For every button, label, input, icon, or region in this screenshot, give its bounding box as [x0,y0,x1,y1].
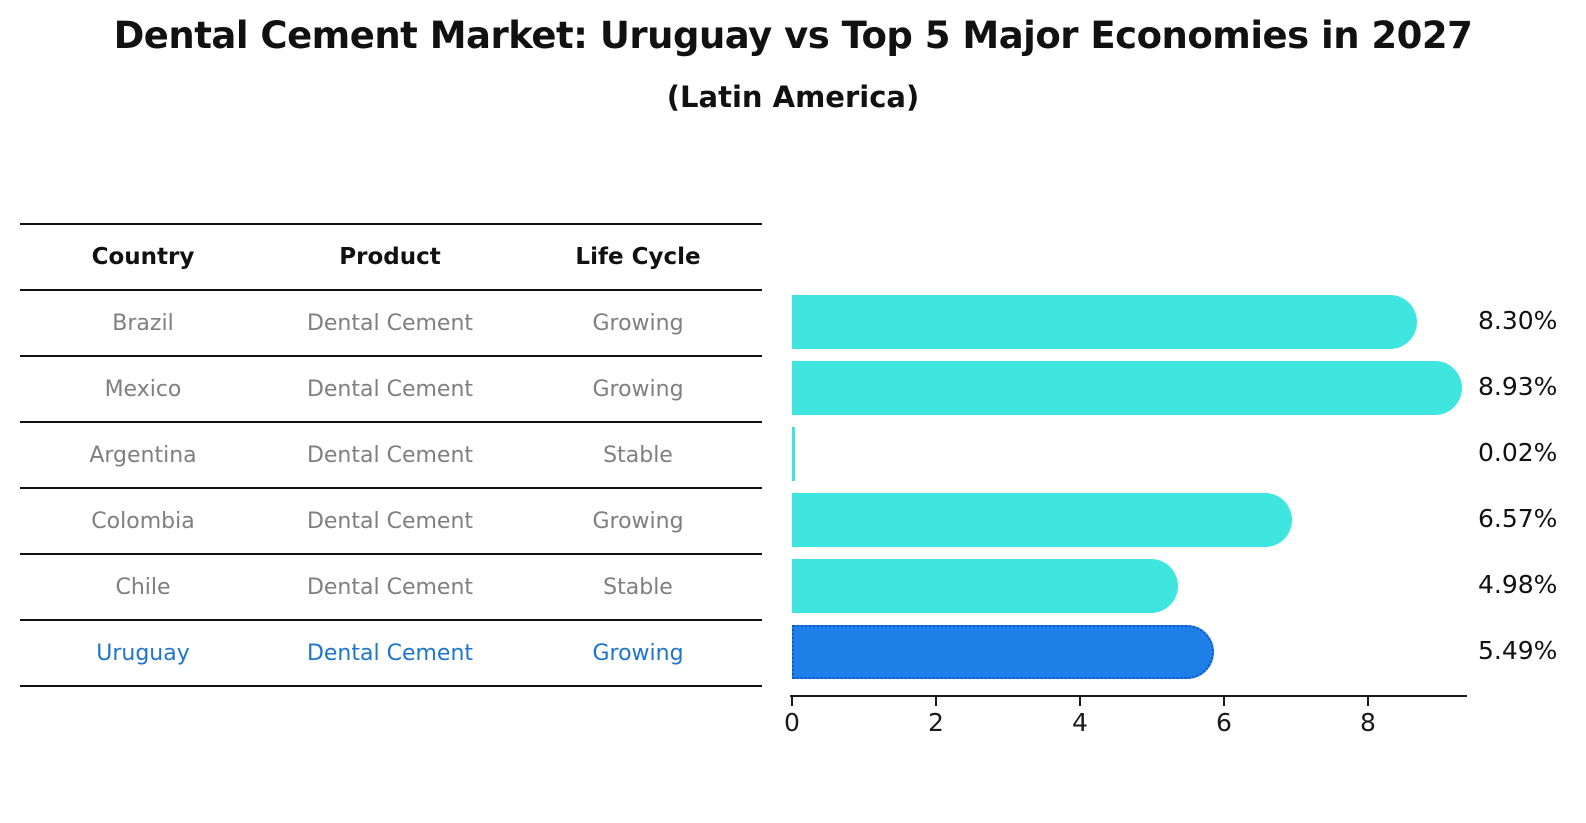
table-cell-product: Dental Cement [306,640,474,666]
table-cell-product: Dental Cement [306,376,474,402]
x-axis-tick-label-8: 8 [1360,708,1376,737]
table-row-uruguay: Uruguay Dental Cement Growing [20,621,762,687]
x-axis-line [790,695,1467,697]
country-info-table: Country Product Life Cycle Brazil Dental Cem… [20,223,762,687]
table-cell-product: Dental Cement [306,310,474,336]
table-cell-life-cycle: Growing [592,310,684,336]
bar-chile [792,559,1178,613]
table-cell-life-cycle: Growing [592,376,684,402]
bar-colombia [792,493,1293,547]
x-axis-tick-0 [791,697,793,706]
table-cell-product: Dental Cement [306,442,474,468]
table-cell-country: Chile [115,574,171,600]
bar-value-label-chile: 4.98% [1478,570,1558,599]
bar-value-label-uruguay: 5.49% [1478,636,1558,665]
table-row-colombia: Colombia Dental Cement Growing [20,489,762,555]
table-cell-life-cycle: Stable [603,574,673,600]
table-cell-life-cycle: Growing [592,508,684,534]
table-cell-country: Mexico [104,376,182,402]
table-cell-life-cycle: Stable [603,442,673,468]
bar-value-label-argentina: 0.02% [1478,438,1558,467]
table-cell-country: Brazil [112,310,174,336]
table-cell-life-cycle: Growing [592,640,684,666]
bar-brazil [792,295,1417,349]
x-axis-tick-2 [935,697,937,706]
chart-subtitle: (Latin America) [666,80,920,114]
table-cell-life-cycle: Life Cycle [575,244,701,270]
x-axis-tick-6 [1223,697,1225,706]
x-axis-tick-label-6: 6 [1216,708,1232,737]
bar-uruguay [792,625,1215,679]
table-cell-country: Country [91,244,195,270]
bar-value-label-colombia: 6.57% [1478,504,1558,533]
x-axis-tick-8 [1367,697,1369,706]
chart-title: Dental Cement Market: Uruguay vs Top 5 M… [113,14,1473,57]
bar-value-label-mexico: 8.93% [1478,372,1558,401]
table-row-header: Country Product Life Cycle [20,225,762,291]
x-axis-tick-label-0: 0 [784,708,800,737]
table-cell-country: Colombia [91,508,195,534]
table-row-brazil: Brazil Dental Cement Growing [20,291,762,357]
table-row-chile: Chile Dental Cement Stable [20,555,762,621]
table-row-argentina: Argentina Dental Cement Stable [20,423,762,489]
table-cell-product: Dental Cement [306,508,474,534]
x-axis-tick-label-2: 2 [928,708,944,737]
table-cell-product: Dental Cement [306,574,474,600]
x-axis-tick-label-4: 4 [1072,708,1088,737]
table-row-mexico: Mexico Dental Cement Growing [20,357,762,423]
table-cell-product: Product [339,244,441,270]
table-cell-country: Uruguay [96,640,190,666]
bar-mexico [792,361,1462,415]
bar-value-label-brazil: 8.30% [1478,306,1558,335]
x-axis-tick-4 [1079,697,1081,706]
table-cell-country: Argentina [89,442,197,468]
bar-argentina [792,427,795,481]
